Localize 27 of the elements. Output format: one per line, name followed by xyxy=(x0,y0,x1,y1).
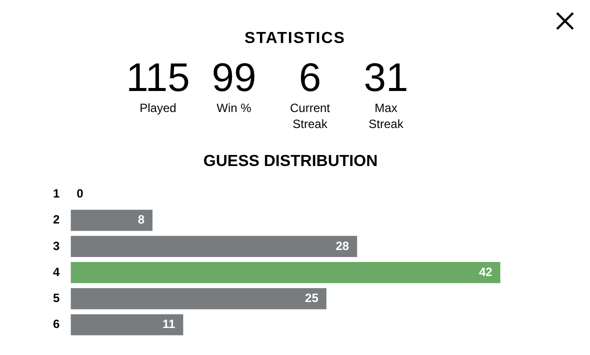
data-label: 42 xyxy=(478,264,493,279)
text: Current Streak xyxy=(288,100,331,132)
y-tick-label: 1 xyxy=(52,186,60,201)
text: 99 xyxy=(212,56,256,100)
bar xyxy=(70,314,184,336)
y-tick-label: 5 xyxy=(52,290,60,305)
data-label: 25 xyxy=(305,290,319,305)
chart-title: GUESS DISTRIBUTION xyxy=(203,153,378,170)
text: Played xyxy=(138,100,178,116)
y-tick-label: 3 xyxy=(52,238,60,253)
text: 115 xyxy=(126,56,190,100)
text: Max Streak xyxy=(368,100,404,132)
data-label: 28 xyxy=(336,238,350,253)
text: STATISTICS xyxy=(244,30,346,48)
text: 6 xyxy=(298,56,322,100)
bar xyxy=(70,210,153,231)
y-tick-label: 4 xyxy=(52,264,60,279)
y-tick-label: 6 xyxy=(52,317,60,332)
text: Win % xyxy=(216,100,252,116)
data-label: 0 xyxy=(76,186,84,201)
y-tick-label: 2 xyxy=(52,212,60,227)
bar xyxy=(70,288,326,310)
text: 31 xyxy=(364,56,408,100)
data-label: 11 xyxy=(162,317,176,332)
data-label: 8 xyxy=(138,212,145,227)
bar xyxy=(70,236,358,257)
bar xyxy=(70,262,500,284)
